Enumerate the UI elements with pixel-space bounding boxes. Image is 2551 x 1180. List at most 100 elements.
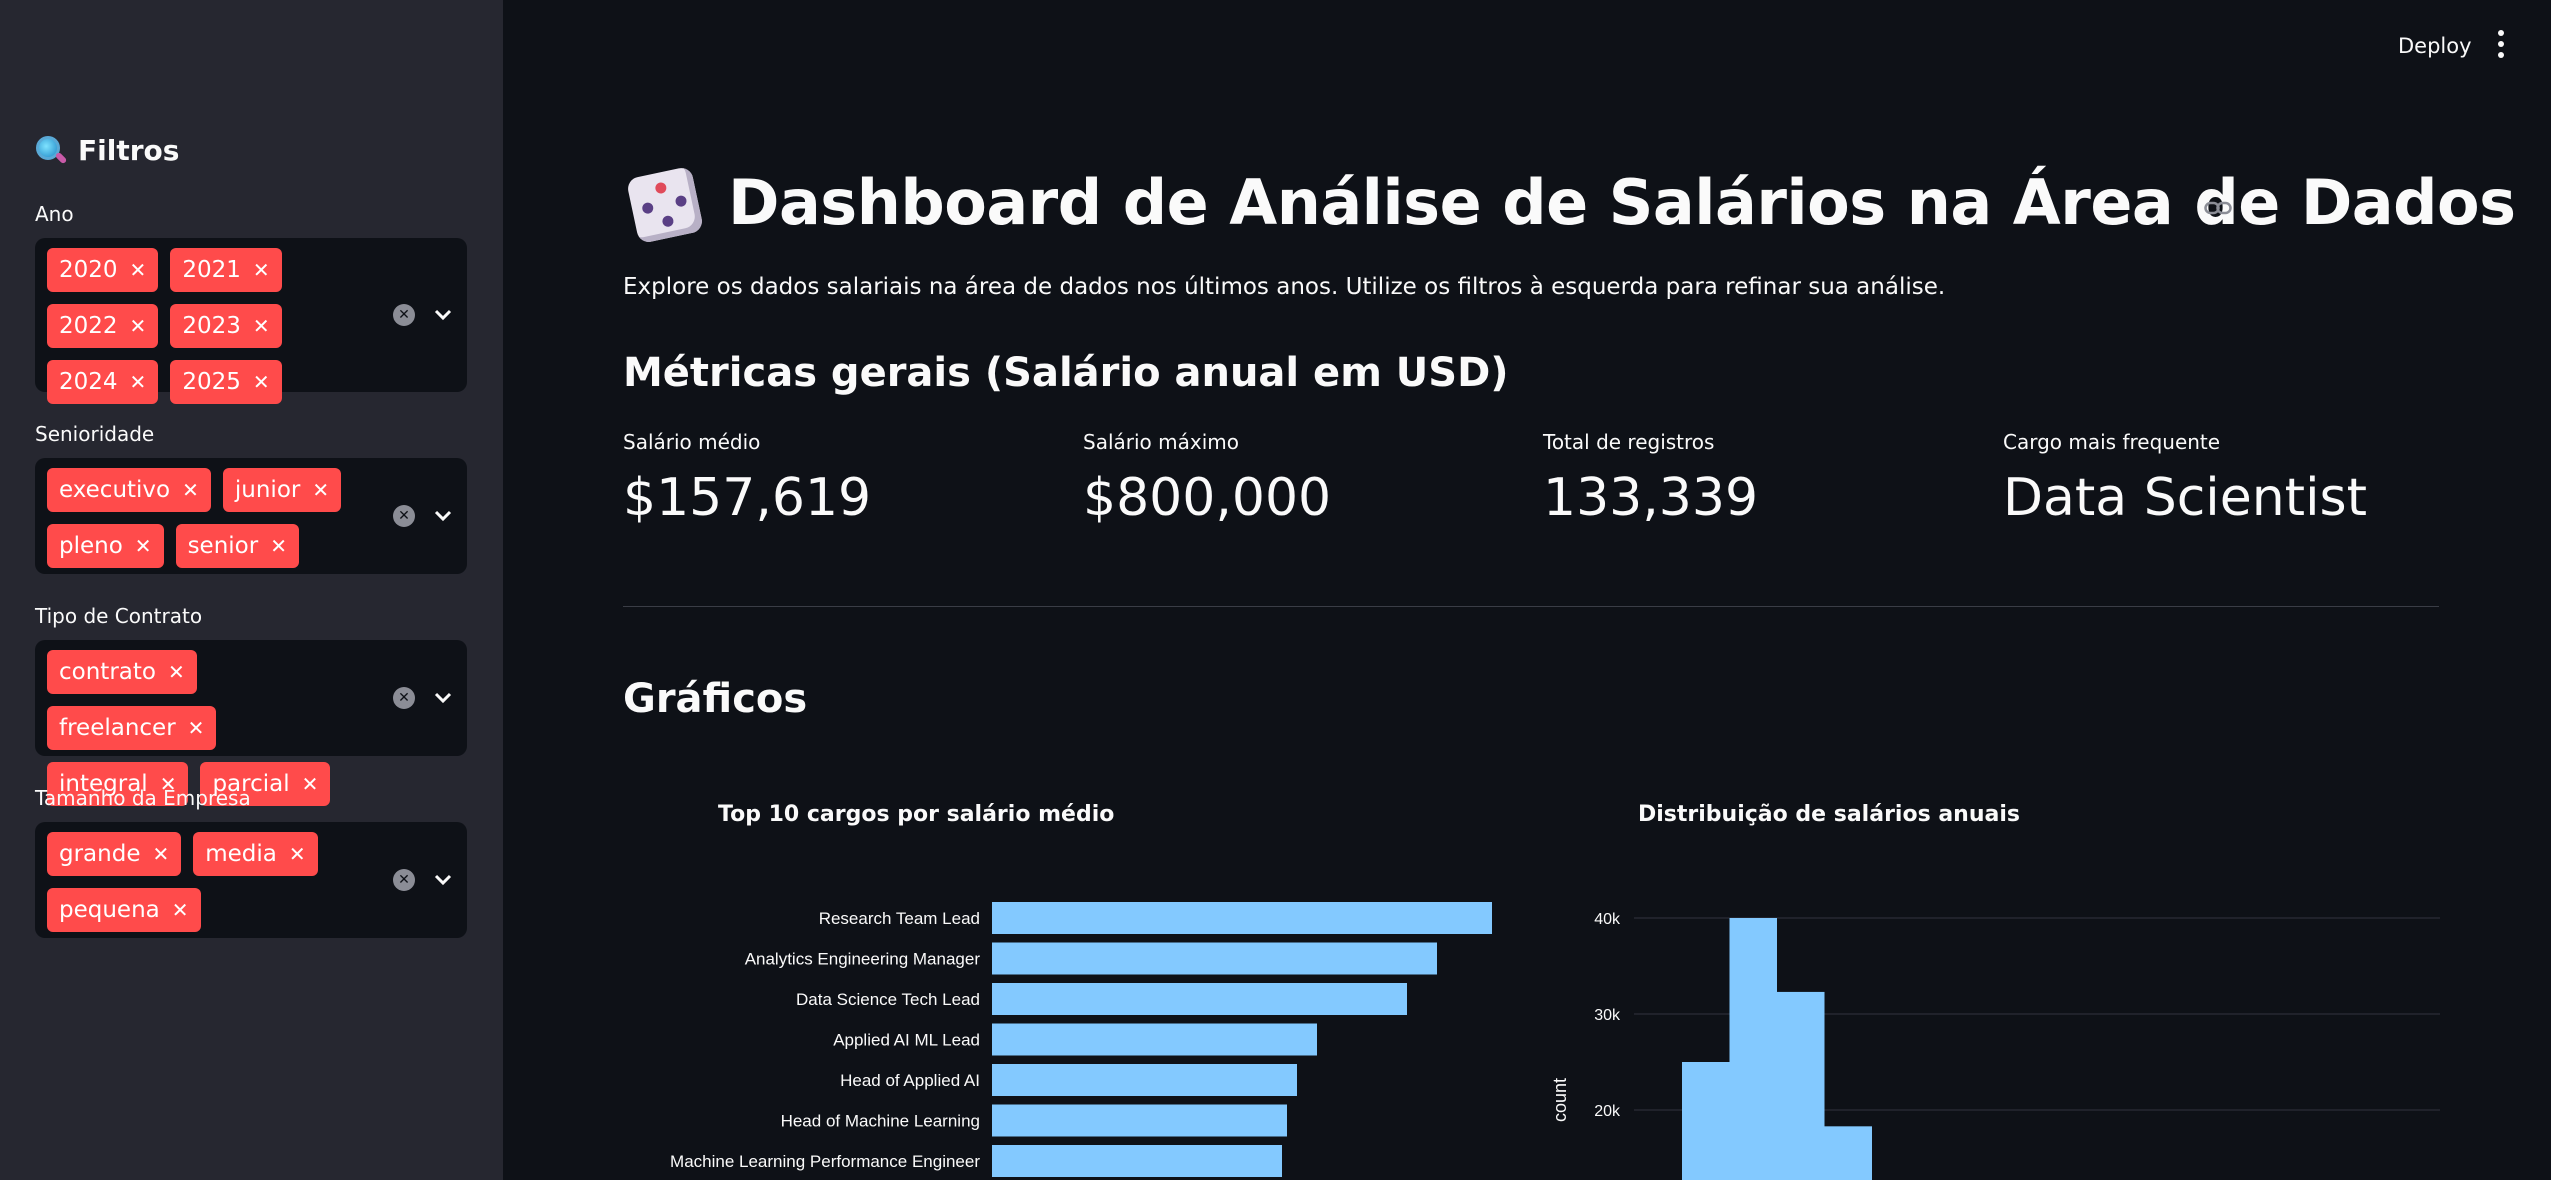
tick-label: 20k xyxy=(1594,1103,1621,1120)
filter-label: Ano xyxy=(35,202,74,226)
metric-total-records: Total de registros 133,339 xyxy=(1543,430,1758,528)
remove-chip-icon[interactable]: ✕ xyxy=(171,898,189,922)
chip-label: 2021 xyxy=(182,257,241,283)
divider xyxy=(623,606,2439,607)
remove-chip-icon[interactable]: ✕ xyxy=(187,716,205,740)
metric-value: $157,619 xyxy=(623,468,872,528)
histogram-bar xyxy=(1777,991,1825,1180)
filter-chip: 2025 ✕ xyxy=(170,360,282,404)
filter-chip: 2023 ✕ xyxy=(170,304,282,348)
metric-label: Salário máximo xyxy=(1083,430,1239,454)
histogram-bar xyxy=(1729,918,1777,1180)
remove-chip-icon[interactable]: ✕ xyxy=(288,842,306,866)
metric-value: Data Scientist xyxy=(2003,468,2367,528)
magnifier-icon xyxy=(36,135,68,166)
remove-chip-icon[interactable]: ✕ xyxy=(159,772,177,796)
clear-all-icon[interactable]: ✕ xyxy=(393,687,415,709)
remove-chip-icon[interactable]: ✕ xyxy=(252,370,270,394)
chip-label: contrato xyxy=(59,659,156,685)
remove-chip-icon[interactable]: ✕ xyxy=(129,314,147,338)
bar-chart-top-roles: Research Team Lead Analytics Engineering … xyxy=(670,902,1492,1177)
tick-label: 30k xyxy=(1594,1007,1621,1024)
tick-label: 40k xyxy=(1594,911,1621,928)
chip-label: 2025 xyxy=(182,369,241,395)
chip-label: pleno xyxy=(59,533,123,559)
tick-label: Analytics Engineering Manager xyxy=(745,950,981,969)
multiselect-tamanho-empresa[interactable]: grande ✕ media ✕ pequena ✕ ✕ xyxy=(35,822,467,938)
chip-label: grande xyxy=(59,841,141,867)
chevron-down-icon[interactable] xyxy=(431,504,455,528)
die-icon xyxy=(625,165,705,245)
chip-label: senior xyxy=(187,533,259,559)
chart-title-top-roles: Top 10 cargos por salário médio xyxy=(718,802,1115,827)
filter-chip: senior ✕ xyxy=(175,524,299,568)
multiselect-tipo-contrato[interactable]: contrato ✕ freelancer ✕ integral ✕ parcial ✕ ✕ xyxy=(35,640,467,806)
filter-tamanho-empresa: Tamanho da Empresa grande ✕ media ✕ pequena ✕ ✕ xyxy=(35,786,467,938)
page-description: Explore os dados salariais na área de da… xyxy=(623,274,1946,300)
bar xyxy=(992,1145,1282,1177)
filter-chip: 2021 ✕ xyxy=(170,248,282,292)
chip-label: junior xyxy=(234,477,301,503)
bar xyxy=(992,942,1437,975)
remove-chip-icon[interactable]: ✕ xyxy=(312,478,330,502)
remove-chip-icon[interactable]: ✕ xyxy=(301,772,319,796)
metric-value: 133,339 xyxy=(1543,468,1759,528)
chart-title-salary-distribution: Distribuição de salários anuais xyxy=(1638,802,2020,827)
remove-chip-icon[interactable]: ✕ xyxy=(182,478,199,502)
link-icon[interactable] xyxy=(2204,200,2232,216)
remove-chip-icon[interactable]: ✕ xyxy=(129,258,147,282)
remove-chip-icon[interactable]: ✕ xyxy=(134,534,152,558)
main-menu-icon[interactable] xyxy=(2495,30,2507,60)
chip-label: 2023 xyxy=(182,313,241,339)
tick-label: Applied AI ML Lead xyxy=(833,1031,980,1050)
bar xyxy=(992,1064,1297,1096)
remove-chip-icon[interactable]: ✕ xyxy=(252,258,270,282)
filter-ano: Ano 2020 ✕ 2021 ✕ 2022 ✕ 2023 ✕ 2024 ✕ 2025 ✕ ✕ xyxy=(35,202,467,404)
metric-value: $800,000 xyxy=(1083,468,1332,528)
filter-chip: pleno ✕ xyxy=(47,524,164,568)
clear-all-icon[interactable]: ✕ xyxy=(393,304,415,326)
clear-all-icon[interactable]: ✕ xyxy=(393,505,415,527)
filter-label: Senioridade xyxy=(35,422,155,446)
filter-label: Tamanho da Empresa xyxy=(35,786,251,810)
histogram-bar xyxy=(1682,1062,1730,1180)
bar xyxy=(992,1023,1317,1056)
filter-chip: pequena ✕ xyxy=(47,888,201,932)
tick-label: Research Team Lead xyxy=(819,909,980,928)
chip-label: freelancer xyxy=(59,715,176,741)
filter-chip: parcial ✕ xyxy=(200,762,331,806)
remove-chip-icon[interactable]: ✕ xyxy=(252,314,270,338)
y-axis-label: count xyxy=(1550,1078,1570,1122)
remove-chip-icon[interactable]: ✕ xyxy=(152,842,170,866)
bar xyxy=(992,1104,1287,1137)
filter-chip: junior ✕ xyxy=(222,468,342,512)
chip-label: 2020 xyxy=(59,257,118,283)
sidebar-title-text: Filtros xyxy=(78,134,180,167)
bar xyxy=(992,902,1492,934)
tick-label: Data Science Tech Lead xyxy=(796,990,980,1009)
page-title: Dashboard de Análise de Salários na Área… xyxy=(728,166,2516,239)
chevron-down-icon[interactable] xyxy=(431,686,455,710)
metric-max-salary: Salário máximo $800,000 xyxy=(1083,430,1331,528)
remove-chip-icon[interactable]: ✕ xyxy=(270,534,287,558)
clear-all-icon[interactable]: ✕ xyxy=(393,869,415,891)
chip-label: executivo xyxy=(59,477,171,503)
histogram-bar xyxy=(1824,1126,1872,1180)
filter-chip: freelancer ✕ xyxy=(47,706,217,750)
chip-label: 2022 xyxy=(59,313,118,339)
filter-chip: 2024 ✕ xyxy=(47,360,159,404)
chevron-down-icon[interactable] xyxy=(431,868,455,892)
remove-chip-icon[interactable]: ✕ xyxy=(129,370,147,394)
multiselect-senioridade[interactable]: executivo ✕ junior ✕ pleno ✕ senior ✕ ✕ xyxy=(35,458,467,574)
charts-heading: Gráficos xyxy=(623,676,808,722)
chevron-down-icon[interactable] xyxy=(431,303,455,327)
remove-chip-icon[interactable]: ✕ xyxy=(167,660,185,684)
bar xyxy=(992,983,1407,1015)
filter-chip: grande ✕ xyxy=(47,832,182,876)
multiselect-ano[interactable]: 2020 ✕ 2021 ✕ 2022 ✕ 2023 ✕ 2024 ✕ 2025 ✕ ✕ xyxy=(35,238,467,404)
chip-label: 2024 xyxy=(59,369,118,395)
tick-label: Head of Machine Learning xyxy=(781,1112,980,1131)
chip-label: pequena xyxy=(59,897,160,923)
metric-label: Salário médio xyxy=(623,430,761,454)
deploy-button[interactable]: Deploy xyxy=(2398,34,2472,58)
